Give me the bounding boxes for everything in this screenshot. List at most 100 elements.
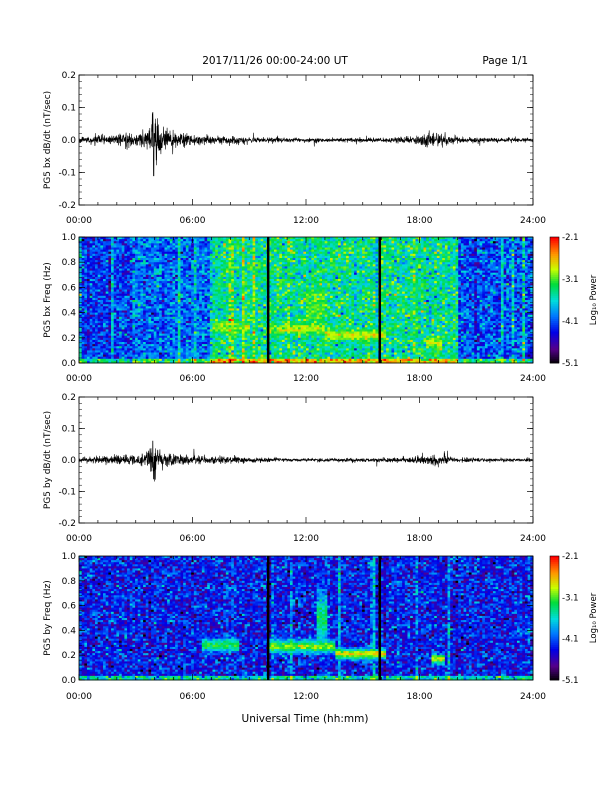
heatmap-cell <box>167 318 171 322</box>
heatmap-cell <box>156 308 160 311</box>
heatmap-cell <box>124 344 128 347</box>
heatmap-cell <box>97 360 101 364</box>
heatmap-cell <box>116 287 120 290</box>
heatmap-cell <box>95 335 99 339</box>
heatmap-cell <box>143 337 147 341</box>
heatmap-cell <box>108 348 112 351</box>
heatmap-cell <box>135 285 139 288</box>
heatmap-cell <box>135 316 139 320</box>
heatmap-cell <box>161 337 165 341</box>
heatmap-cell <box>119 310 123 313</box>
heatmap-cell <box>132 327 136 330</box>
heatmap-cell <box>100 304 104 307</box>
heatmap-cell <box>116 323 120 326</box>
heatmap-cell <box>89 270 93 274</box>
heatmap-cell <box>145 333 149 337</box>
heatmap-cell <box>137 348 141 351</box>
heatmap-cell <box>156 293 160 297</box>
heatmap-cell <box>116 279 120 282</box>
heatmap-cell <box>97 346 101 349</box>
heatmap-cell <box>169 360 173 364</box>
heatmap-cell <box>137 245 141 248</box>
heatmap-cell <box>111 262 115 265</box>
heatmap-cell <box>153 237 157 240</box>
heatmap-cell <box>135 245 139 248</box>
heatmap-cell <box>148 337 152 341</box>
heatmap-cell <box>100 300 104 303</box>
heatmap-cell <box>127 333 131 337</box>
heatmap-cell <box>135 358 139 362</box>
heatmap-cell <box>100 356 104 360</box>
heatmap-cell <box>140 312 144 316</box>
heatmap-cell <box>135 333 139 337</box>
heatmap-cell <box>169 321 173 324</box>
heatmap-cell <box>164 266 168 269</box>
heatmap-cell <box>84 323 88 326</box>
heatmap-cell <box>145 268 149 271</box>
heatmap-cell <box>161 279 165 282</box>
heatmap-cell <box>132 312 136 316</box>
heatmap-cell <box>148 360 152 364</box>
heatmap-cell <box>137 300 141 303</box>
heatmap-cell <box>95 287 99 290</box>
heatmap-cell <box>172 314 176 318</box>
heatmap-cell <box>172 279 176 282</box>
heatmap-cell <box>111 291 115 295</box>
heatmap-cell <box>143 354 147 358</box>
heatmap-cell <box>108 337 112 341</box>
heatmap-cell <box>87 264 91 267</box>
heatmap-cell <box>137 255 141 259</box>
heatmap-cell <box>159 316 163 320</box>
heatmap-cell <box>132 295 136 299</box>
heatmap-cell <box>121 297 125 301</box>
heatmap-cell <box>169 283 173 286</box>
heatmap-cell <box>119 241 123 244</box>
heatmap-cell <box>129 360 133 364</box>
heatmap-cell <box>164 318 168 322</box>
heatmap-cell <box>167 333 171 337</box>
heatmap-cell <box>145 247 149 250</box>
heatmap-cell <box>161 274 165 278</box>
heatmap-cell <box>167 325 171 328</box>
heatmap-cell <box>79 316 83 320</box>
heatmap-cell <box>137 251 141 255</box>
heatmap-cell <box>161 312 165 316</box>
heatmap-cell <box>111 318 115 322</box>
heatmap-cell <box>137 285 141 288</box>
heatmap-cell <box>100 302 104 305</box>
heatmap-cell <box>100 325 104 328</box>
heatmap-cell <box>124 321 128 324</box>
heatmap-cell <box>119 239 123 242</box>
heatmap-cell <box>89 346 93 349</box>
heatmap-cell <box>95 249 99 253</box>
heatmap-cell <box>175 260 179 263</box>
heatmap-cell <box>151 314 155 318</box>
heatmap-cell <box>145 356 149 360</box>
heatmap-cell <box>79 350 83 353</box>
heatmap-cell <box>113 281 117 284</box>
heatmap-cell <box>143 283 147 286</box>
heatmap-cell <box>79 297 83 301</box>
heatmap-cell <box>103 352 107 355</box>
heatmap-cell <box>132 314 136 318</box>
heatmap-cell <box>175 268 179 271</box>
heatmap-cell <box>169 300 173 303</box>
heatmap-cell <box>116 350 120 353</box>
heatmap-cell <box>153 281 157 284</box>
heatmap-cell <box>135 308 139 311</box>
heatmap-cell <box>119 335 123 339</box>
heatmap-cell <box>97 312 101 316</box>
heatmap-cell <box>92 337 96 341</box>
heatmap-cell <box>84 335 88 339</box>
heatmap-cell <box>100 281 104 284</box>
heatmap-cell <box>151 289 155 292</box>
heatmap-cell <box>95 237 99 240</box>
heatmap-cell <box>124 304 128 307</box>
heatmap-cell <box>167 245 171 248</box>
heatmap-cell <box>87 314 91 318</box>
heatmap-cell <box>92 247 96 250</box>
heatmap-cell <box>159 268 163 271</box>
heatmap-cell <box>145 295 149 299</box>
heatmap-cell <box>84 285 88 288</box>
heatmap-cell <box>159 272 163 276</box>
